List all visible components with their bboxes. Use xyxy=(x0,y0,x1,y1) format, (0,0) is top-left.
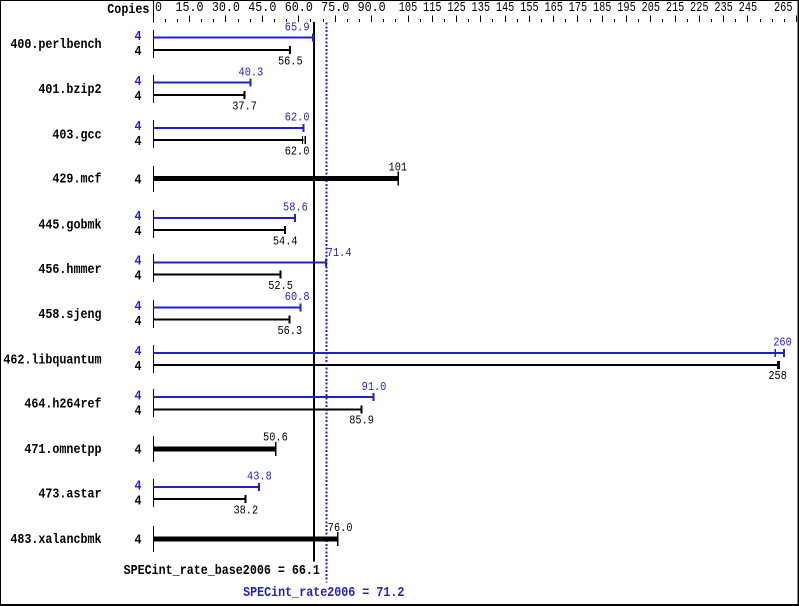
svg-text:75.0: 75.0 xyxy=(321,0,349,15)
svg-text:115: 115 xyxy=(423,0,442,16)
svg-text:15.0: 15.0 xyxy=(175,0,203,15)
svg-text:76.0: 76.0 xyxy=(328,522,353,535)
svg-text:464.h264ref: 464.h264ref xyxy=(24,396,101,412)
svg-text:245: 245 xyxy=(739,0,758,16)
svg-text:4: 4 xyxy=(134,403,141,419)
svg-text:50.6: 50.6 xyxy=(263,432,288,445)
svg-text:4: 4 xyxy=(134,298,141,314)
svg-text:62.0: 62.0 xyxy=(285,112,310,125)
svg-text:456.hmmer: 456.hmmer xyxy=(38,261,101,277)
svg-text:90.0: 90.0 xyxy=(358,0,386,15)
svg-text:4: 4 xyxy=(134,358,141,374)
svg-text:483.xalancbmk: 483.xalancbmk xyxy=(10,531,101,547)
svg-text:4: 4 xyxy=(134,441,141,457)
svg-text:85.9: 85.9 xyxy=(349,415,374,428)
svg-text:165: 165 xyxy=(544,0,563,16)
svg-text:4: 4 xyxy=(134,88,141,104)
svg-text:403.gcc: 403.gcc xyxy=(52,126,101,142)
svg-text:4: 4 xyxy=(134,223,141,239)
svg-text:4: 4 xyxy=(134,171,141,187)
svg-text:4: 4 xyxy=(134,268,141,284)
svg-text:54.4: 54.4 xyxy=(273,236,298,249)
svg-text:65.9: 65.9 xyxy=(285,22,310,35)
svg-text:471.omnetpp: 471.omnetpp xyxy=(24,441,101,457)
svg-text:45.0: 45.0 xyxy=(248,0,276,15)
svg-text:135: 135 xyxy=(472,0,491,16)
svg-text:SPECint_rate_base2006 = 66.1: SPECint_rate_base2006 = 66.1 xyxy=(124,562,321,578)
svg-text:4: 4 xyxy=(134,253,141,269)
svg-text:37.7: 37.7 xyxy=(232,101,257,114)
svg-text:52.5: 52.5 xyxy=(268,280,293,293)
svg-text:4: 4 xyxy=(134,73,141,89)
svg-text:Copies: Copies xyxy=(107,1,149,17)
svg-text:445.gobmk: 445.gobmk xyxy=(38,216,101,232)
svg-text:225: 225 xyxy=(690,0,709,16)
svg-text:38.2: 38.2 xyxy=(233,505,258,518)
svg-text:4: 4 xyxy=(134,388,141,404)
svg-text:4: 4 xyxy=(134,133,141,149)
svg-text:473.astar: 473.astar xyxy=(38,486,101,502)
svg-text:145: 145 xyxy=(496,0,515,16)
svg-text:260: 260 xyxy=(773,337,792,350)
svg-text:458.sjeng: 458.sjeng xyxy=(38,306,101,322)
svg-text:429.mcf: 429.mcf xyxy=(52,171,101,187)
svg-text:195: 195 xyxy=(617,0,636,16)
svg-text:62.0: 62.0 xyxy=(285,146,310,159)
svg-text:105: 105 xyxy=(399,0,418,16)
svg-text:4: 4 xyxy=(134,313,141,329)
svg-text:91.0: 91.0 xyxy=(362,381,387,394)
svg-text:56.3: 56.3 xyxy=(277,325,302,338)
svg-text:4: 4 xyxy=(134,492,141,508)
svg-text:258: 258 xyxy=(768,370,787,383)
svg-text:4: 4 xyxy=(134,28,141,44)
svg-text:58.6: 58.6 xyxy=(283,202,308,215)
svg-text:4: 4 xyxy=(134,532,141,548)
svg-text:215: 215 xyxy=(666,0,685,16)
svg-text:205: 205 xyxy=(642,0,661,16)
svg-text:401.bzip2: 401.bzip2 xyxy=(38,81,101,97)
svg-text:30.0: 30.0 xyxy=(212,0,240,15)
svg-text:4: 4 xyxy=(134,208,141,224)
svg-text:462.libquantum: 462.libquantum xyxy=(3,351,101,367)
svg-text:4: 4 xyxy=(134,343,141,359)
svg-text:60.8: 60.8 xyxy=(285,292,310,305)
svg-text:185: 185 xyxy=(593,0,612,16)
svg-text:71.4: 71.4 xyxy=(327,247,352,260)
svg-text:265: 265 xyxy=(774,0,793,16)
svg-text:125: 125 xyxy=(447,0,466,16)
svg-text:SPECint_rate2006 = 71.2: SPECint_rate2006 = 71.2 xyxy=(243,584,404,600)
svg-text:4: 4 xyxy=(134,477,141,493)
svg-text:400.perlbench: 400.perlbench xyxy=(10,36,101,52)
svg-text:40.3: 40.3 xyxy=(239,67,264,80)
svg-text:235: 235 xyxy=(714,0,733,16)
svg-text:56.5: 56.5 xyxy=(278,56,303,69)
svg-text:4: 4 xyxy=(134,43,141,59)
svg-text:43.8: 43.8 xyxy=(247,471,272,484)
svg-text:155: 155 xyxy=(520,0,539,16)
svg-text:0: 0 xyxy=(155,0,162,15)
svg-text:101: 101 xyxy=(389,162,408,175)
svg-text:4: 4 xyxy=(134,118,141,134)
svg-text:60.0: 60.0 xyxy=(285,0,313,15)
svg-text:175: 175 xyxy=(569,0,588,16)
